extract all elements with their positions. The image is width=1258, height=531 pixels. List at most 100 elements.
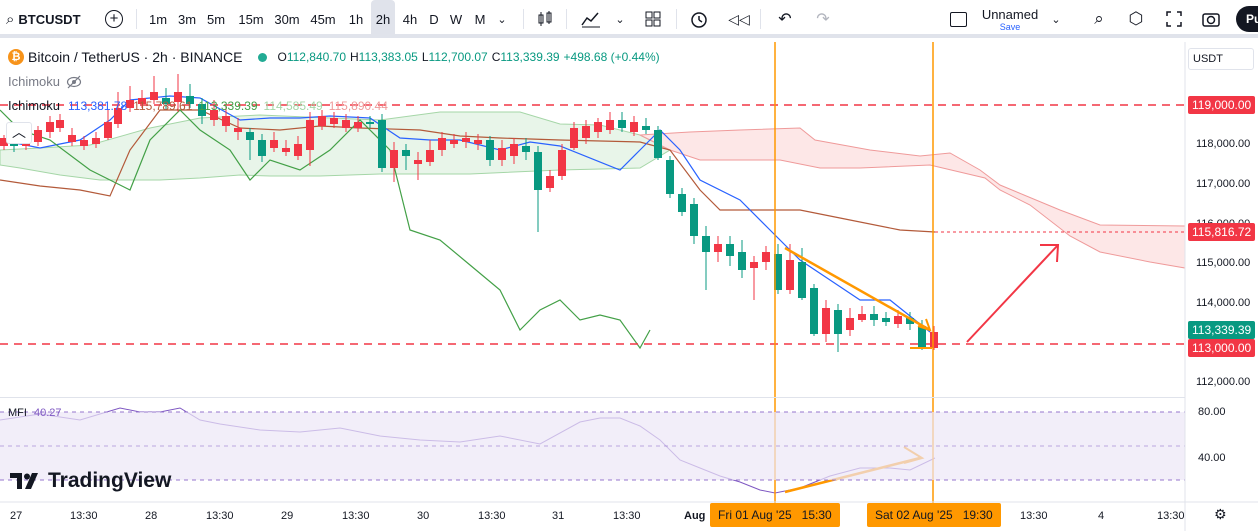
candle-body: [270, 140, 278, 148]
open-value: 112,840.70: [286, 50, 346, 64]
time-axis-settings[interactable]: ⚙: [1214, 506, 1227, 523]
candle-body: [318, 116, 326, 126]
timeframe-1m[interactable]: 1m: [148, 11, 168, 27]
time-tick: Aug: [684, 510, 706, 522]
save-label: Save: [999, 21, 1021, 32]
symbol-title[interactable]: Bitcoin / TetherUS · 2h · BINANCE: [28, 49, 243, 65]
legend-main: ₿ Bitcoin / TetherUS · 2h · BINANCE O 112…: [8, 49, 660, 65]
timeframe-15m[interactable]: 15m: [238, 11, 264, 27]
mfi-label: MFI: [8, 407, 27, 419]
candle-body: [426, 150, 434, 162]
change-value: +498.68 (+0.44%): [563, 50, 660, 64]
magnifier-icon: ⌕: [1094, 9, 1104, 28]
timeframe-D[interactable]: D: [429, 11, 439, 27]
replay-button[interactable]: ◁◁: [724, 0, 754, 38]
currency-label: USDT: [1193, 53, 1223, 65]
undo-button[interactable]: ↶: [770, 0, 800, 38]
ichimoku-value-lagging: 113,339.39: [198, 98, 258, 113]
timeframe-45m[interactable]: 45m: [310, 11, 336, 27]
candle-body: [462, 138, 470, 142]
candle-body: [894, 316, 902, 324]
projection-arrow-line: [966, 244, 1059, 343]
alert-button[interactable]: [684, 0, 714, 38]
symbol-search-button[interactable]: ⌕ BTCUSDT: [6, 0, 81, 38]
camera-icon: [1202, 13, 1220, 27]
time-marker-1: Fri 01 Aug '25 15:30: [710, 503, 840, 527]
candle-body: [174, 92, 182, 102]
price-trend-line: [784, 246, 931, 332]
timeframe-5m[interactable]: 5m: [206, 11, 226, 27]
candle-body: [10, 142, 18, 146]
currency-selector[interactable]: USDT: [1188, 48, 1254, 70]
indicator-name: Ichimoku: [8, 74, 61, 89]
candle-body: [162, 98, 170, 104]
candle-body: [798, 262, 806, 298]
search-icon: ⌕: [6, 10, 15, 28]
quick-search-button[interactable]: ⌕: [1084, 0, 1114, 38]
chart-type-button[interactable]: [530, 0, 560, 38]
candle-body: [138, 98, 146, 104]
chart-canvas[interactable]: [0, 42, 1258, 531]
candle-body: [390, 150, 398, 168]
candle-body: [354, 122, 362, 128]
candle-body: [282, 148, 290, 152]
timeframe-3m[interactable]: 3m: [177, 11, 197, 27]
undo-icon: ↶: [778, 11, 792, 28]
level-badge: 119,000.00: [1188, 96, 1256, 114]
timeframe-2h[interactable]: 2h: [371, 0, 395, 38]
fullscreen-button[interactable]: [1159, 0, 1189, 38]
screenshot-button[interactable]: [1196, 0, 1226, 38]
redo-button[interactable]: ↷: [808, 0, 838, 38]
pane-separator: [0, 397, 1185, 398]
candle-body: [92, 138, 100, 144]
fullscreen-icon: [1166, 11, 1182, 27]
candle-body: [738, 252, 746, 270]
eye-hidden-icon[interactable]: [66, 75, 82, 89]
brand-name: TradingView: [48, 469, 172, 492]
indicators-button[interactable]: [576, 0, 606, 38]
level-badge: 115,816.72: [1188, 223, 1256, 241]
candle-body: [606, 120, 614, 130]
candle-body: [918, 326, 926, 348]
candle-body: [822, 308, 830, 334]
chevron-down-icon: ⌄: [615, 13, 625, 26]
timeframe-1h[interactable]: 1h: [348, 11, 364, 27]
timeframe-W[interactable]: W: [449, 11, 463, 27]
tradingview-logo[interactable]: TradingView: [10, 469, 171, 493]
close-label: C: [491, 50, 501, 64]
low-value: 112,700.07: [428, 50, 488, 64]
candle-body: [342, 120, 350, 128]
publish-button[interactable]: Pu: [1236, 6, 1258, 32]
layout-dropdown[interactable]: ⌄: [1044, 0, 1068, 38]
legend-indicator-1[interactable]: Ichimoku: [8, 74, 82, 89]
projection-arrowhead: [1040, 244, 1060, 263]
candle-body: [930, 332, 938, 348]
layout-checkbox[interactable]: [943, 0, 973, 38]
collapse-legend-button[interactable]: ︿: [6, 122, 32, 144]
plus-circle-icon: +: [105, 10, 123, 28]
candle-body: [306, 120, 314, 150]
layout-name-button[interactable]: Unnamed Save: [980, 0, 1040, 38]
candle-body: [258, 140, 266, 156]
time-tick: 13:30: [342, 510, 370, 522]
timeframe-4h[interactable]: 4h: [402, 11, 418, 27]
ichimoku-value-base: 115,789.61: [133, 98, 193, 113]
layout-grid-button[interactable]: [638, 0, 668, 38]
time-marker-2: Sat 02 Aug '25 19:30: [867, 503, 1001, 527]
settings-button[interactable]: ⬡: [1121, 0, 1151, 38]
candle-body: [222, 116, 230, 126]
timeframe-M[interactable]: M: [474, 11, 486, 27]
candle-body: [68, 135, 76, 142]
open-label: O: [277, 50, 287, 64]
price-trend-arrowhead: [917, 318, 932, 332]
indicators-dropdown[interactable]: ⌄: [608, 0, 632, 38]
candle-body: [630, 122, 638, 132]
timeframe-30m[interactable]: 30m: [274, 11, 300, 27]
price-tick: 115,000.00: [1196, 257, 1251, 269]
timeframe-dropdown[interactable]: ⌄: [490, 0, 514, 38]
legend-mfi[interactable]: MFI 40.27: [8, 407, 62, 419]
compare-symbol-button[interactable]: +: [99, 0, 129, 38]
rewind-icon: ◁◁: [728, 10, 750, 27]
legend-indicator-2[interactable]: Ichimoku 113,381.78 115,789.61 113,339.3…: [8, 98, 388, 113]
ichimoku-lagging-line: [0, 109, 651, 350]
